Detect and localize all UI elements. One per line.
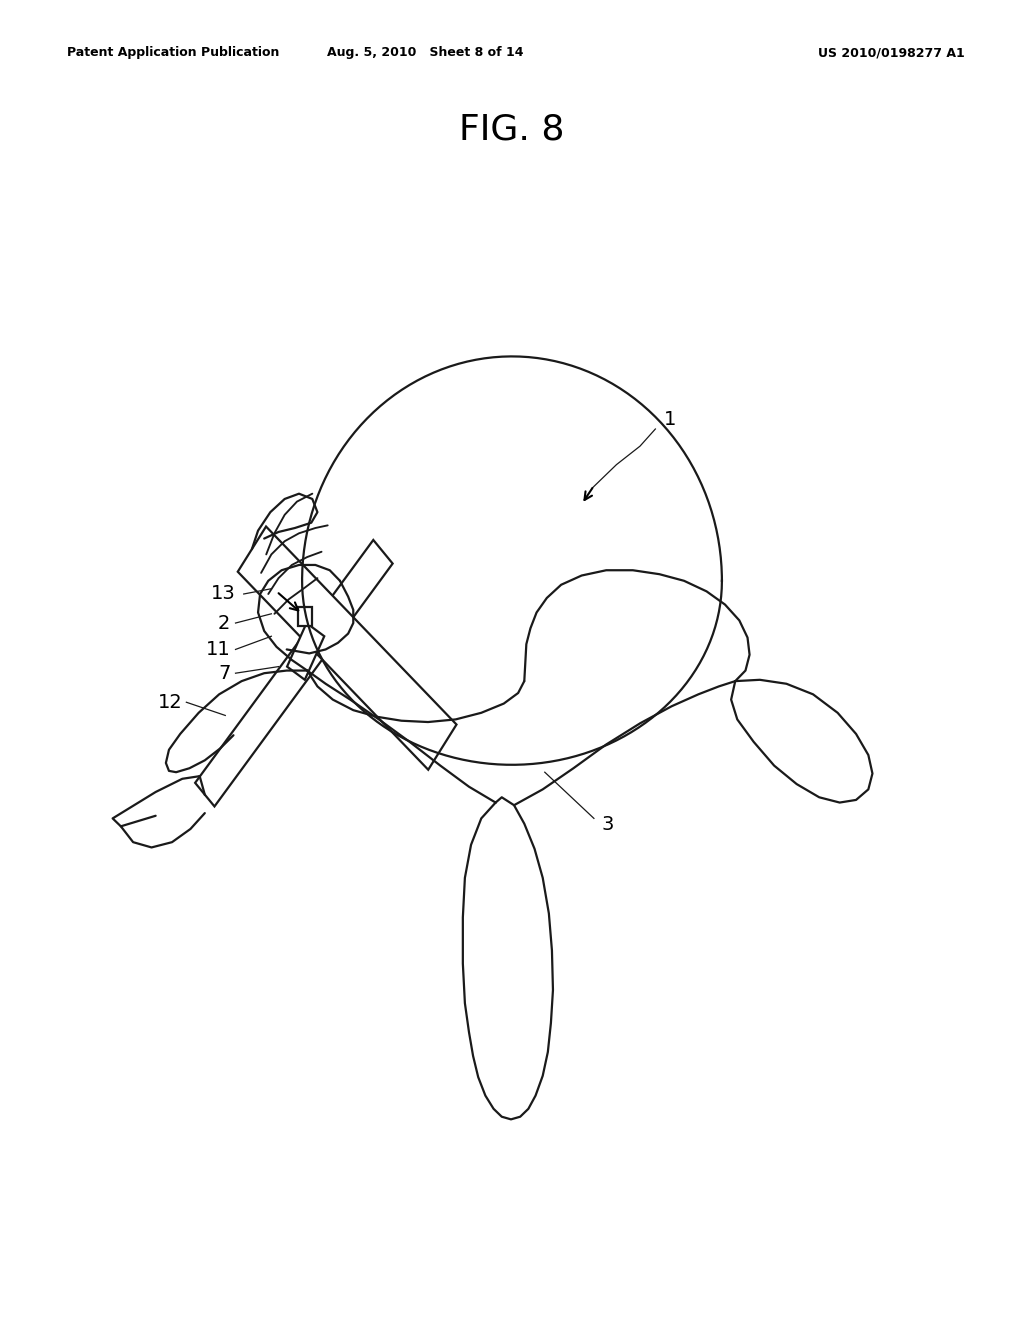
Text: 2: 2 — [218, 614, 230, 632]
Text: 11: 11 — [206, 640, 230, 659]
Text: Aug. 5, 2010   Sheet 8 of 14: Aug. 5, 2010 Sheet 8 of 14 — [327, 46, 523, 59]
Text: Patent Application Publication: Patent Application Publication — [67, 46, 279, 59]
Polygon shape — [196, 540, 392, 807]
Text: 1: 1 — [664, 411, 676, 429]
Text: US 2010/0198277 A1: US 2010/0198277 A1 — [817, 46, 965, 59]
Polygon shape — [298, 607, 312, 626]
Text: 3: 3 — [601, 816, 613, 834]
Text: FIG. 8: FIG. 8 — [459, 112, 565, 147]
Text: 12: 12 — [158, 693, 182, 711]
Polygon shape — [287, 623, 325, 680]
Polygon shape — [238, 527, 457, 770]
Text: 13: 13 — [211, 585, 236, 603]
Text: 7: 7 — [218, 664, 230, 682]
